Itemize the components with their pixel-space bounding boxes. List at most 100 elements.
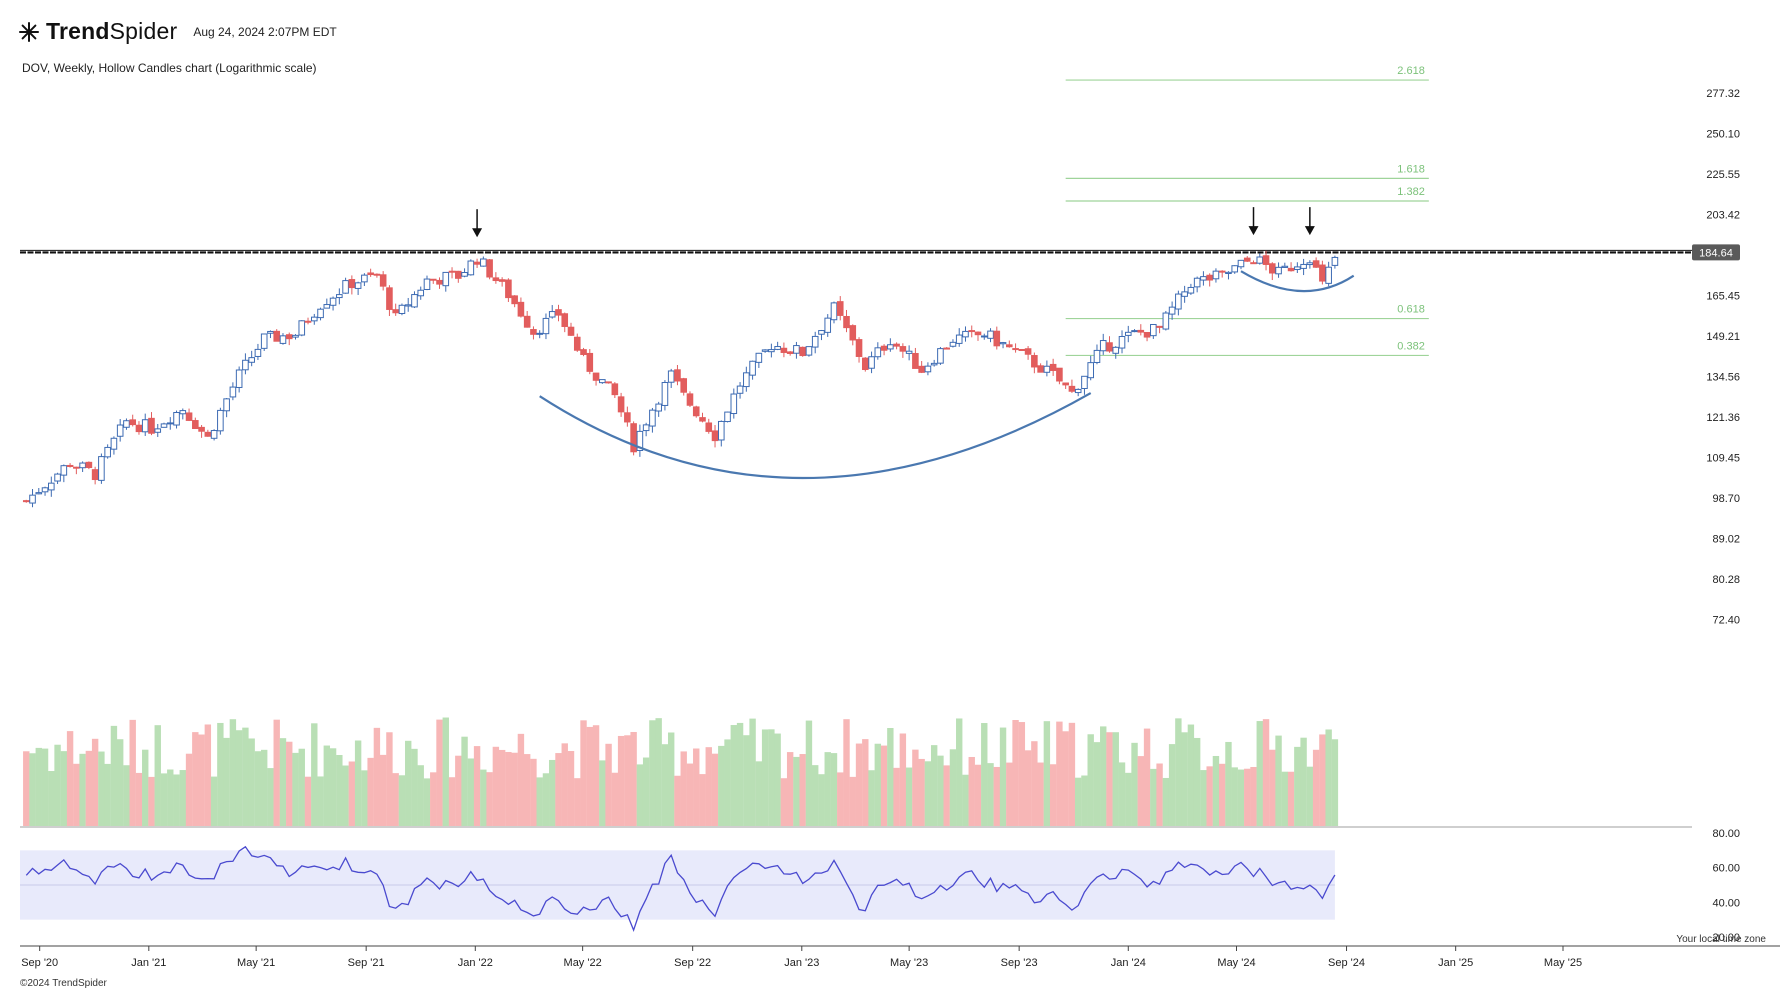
volume-bar-80 <box>523 754 531 826</box>
candles[interactable] <box>22 250 1339 508</box>
candle-body-198 <box>1262 255 1270 265</box>
volume-bar-94 <box>611 772 619 826</box>
candle-body-85 <box>555 309 562 316</box>
volume-bar-156 <box>999 727 1007 826</box>
fibonacci-levels[interactable]: 2.618 1.618 1.382 0.618 0.382 <box>1065 65 1429 357</box>
candle-body-99 <box>642 424 650 432</box>
candle-body-98 <box>636 430 644 451</box>
candle-body-100 <box>649 409 656 427</box>
volume-bar-166 <box>1062 731 1069 826</box>
price-tick-7: 121.36 <box>1706 412 1740 424</box>
candle-body-94 <box>611 383 619 396</box>
candle-body-170 <box>1087 362 1095 379</box>
volume-bar-176 <box>1125 772 1132 826</box>
candle-body-59 <box>392 309 399 314</box>
candle-body-81 <box>530 329 537 335</box>
candle-body-3 <box>41 487 49 493</box>
candle-body-120 <box>774 346 781 350</box>
volume-bar-29 <box>204 724 212 826</box>
volume-bar-51 <box>342 765 349 826</box>
candle-body-74 <box>486 259 493 278</box>
price-tick-10: 89.02 <box>1712 534 1740 546</box>
candle-body-27 <box>192 420 199 430</box>
candle-body-175 <box>1118 336 1126 349</box>
price-tick-6: 134.56 <box>1706 372 1740 384</box>
down-arrow-icon-1 <box>1248 226 1259 236</box>
candle-body-194 <box>1237 259 1245 268</box>
volume-bar-199 <box>1269 749 1276 826</box>
volume-bar-153 <box>981 723 988 826</box>
candle-body-37 <box>254 348 262 357</box>
fib-level-label-2: 1.382 <box>1397 186 1425 198</box>
candle-body-61 <box>404 304 412 307</box>
volume-bar-184 <box>1175 718 1182 826</box>
volume-bar-136 <box>874 743 882 826</box>
candle-body-60 <box>398 304 406 314</box>
volume-bar-193 <box>1231 767 1238 826</box>
candle-body-13 <box>104 446 111 458</box>
candle-body-38 <box>260 333 268 349</box>
candle-body-153 <box>980 335 988 338</box>
volume-bar-104 <box>674 775 681 826</box>
volume-bar-195 <box>1244 768 1251 826</box>
volume-bar-9 <box>79 753 86 826</box>
volume-bar-61 <box>405 740 412 826</box>
volume-bar-10 <box>85 750 93 826</box>
volume-bar-172 <box>1100 726 1107 826</box>
volume-bars <box>20 717 1692 828</box>
volume-bar-69 <box>455 755 462 826</box>
volume-bar-112 <box>724 739 731 826</box>
candle-body-118 <box>761 349 769 352</box>
candle-body-195 <box>1243 257 1251 262</box>
volume-bar-115 <box>743 735 750 826</box>
candle-body-186 <box>1187 286 1195 294</box>
candle-body-181 <box>1156 325 1163 328</box>
volume-bar-133 <box>855 743 863 826</box>
fib-level-label-3: 0.618 <box>1397 304 1425 316</box>
candle-body-43 <box>292 334 299 338</box>
volume-bar-173 <box>1106 732 1113 826</box>
volume-bar-73 <box>480 769 487 826</box>
candle-body-125 <box>805 346 813 356</box>
volume-bar-188 <box>1200 770 1207 826</box>
candle-body-47 <box>317 308 324 319</box>
volume-bar-125 <box>805 720 813 826</box>
candle-body-151 <box>968 330 976 333</box>
volume-bar-167 <box>1068 722 1076 826</box>
candle-body-77 <box>505 279 512 299</box>
volume-bar-68 <box>448 777 456 826</box>
timezone-note[interactable]: Your local time zone <box>1676 934 1766 945</box>
candle-body-67 <box>442 271 450 287</box>
volume-bar-141 <box>905 767 913 826</box>
volume-bar-48 <box>323 745 331 826</box>
candle-body-192 <box>1225 271 1232 275</box>
last-price-label: 184.64 <box>1699 247 1733 259</box>
volume-bar-165 <box>1056 721 1063 826</box>
candle-body-35 <box>242 359 249 371</box>
candle-body-136 <box>874 347 882 358</box>
volume-bar-157 <box>1006 762 1013 826</box>
x-tick-label-12: Sep '24 <box>1328 957 1365 969</box>
volume-bar-180 <box>1150 768 1157 826</box>
candle-body-112 <box>724 411 731 423</box>
volume-bar-81 <box>530 758 537 826</box>
candle-body-124 <box>799 346 806 357</box>
volume-bar-90 <box>586 726 593 826</box>
candle-body-69 <box>455 270 462 279</box>
x-tick-label-10: Jan '24 <box>1111 957 1146 969</box>
brand-name-light: Spider <box>109 18 178 44</box>
volume-bar-101 <box>655 718 662 826</box>
candle-body-89 <box>580 349 587 355</box>
volume-bar-137 <box>880 745 888 826</box>
volume-bar-95 <box>617 735 625 826</box>
volume-bar-82 <box>536 777 543 826</box>
annotations[interactable] <box>472 207 1355 480</box>
candle-body-18 <box>135 424 143 433</box>
candle-body-16 <box>123 420 130 428</box>
volume-bar-74 <box>486 772 493 826</box>
volume-bar-66 <box>436 719 443 826</box>
candle-body-101 <box>655 403 662 412</box>
volume-bar-17 <box>129 719 136 826</box>
volume-bar-181 <box>1156 763 1163 826</box>
